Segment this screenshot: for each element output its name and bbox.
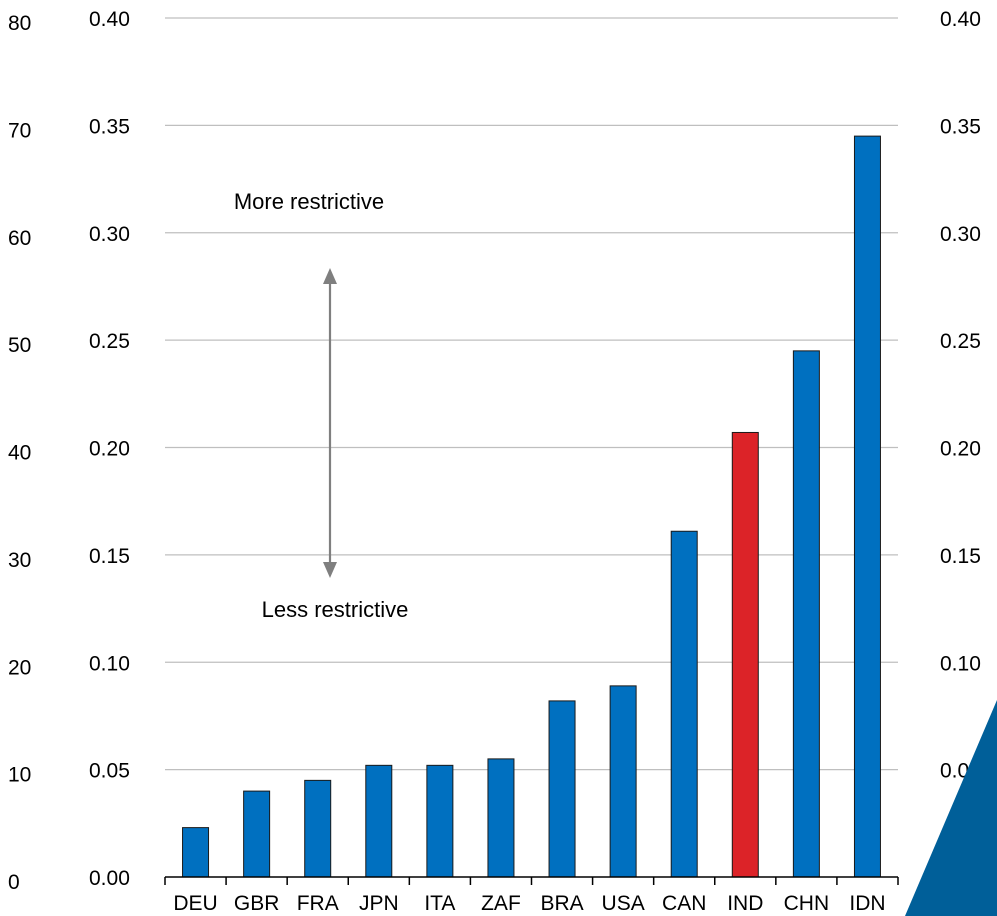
right-axis-tick-label: 0.40 — [940, 8, 981, 31]
left-axis-tick-label: 0.10 — [89, 652, 130, 675]
left-axis-tick-label: 0.25 — [89, 330, 130, 353]
bar-fra — [304, 779, 332, 878]
outer-axis-tick-label: 40 — [8, 442, 31, 465]
arrow-head-down — [323, 562, 337, 578]
x-tick-label: USA — [602, 892, 645, 915]
outer-axis-tick-label: 10 — [8, 764, 31, 787]
arrow-head-up — [323, 268, 337, 284]
left-axis-tick-label: 0.35 — [89, 115, 130, 138]
x-tick-label: FRA — [297, 892, 339, 915]
right-axis-tick-label: 0.30 — [940, 223, 981, 246]
bar-zaf — [487, 758, 515, 878]
right-axis-tick-label: 0.20 — [940, 438, 981, 461]
outer-axis-tick-label: 70 — [8, 119, 31, 142]
x-tick-label: IDN — [849, 892, 885, 915]
left-axis-tick-label: 0.00 — [89, 867, 130, 890]
outer-axis-tick-label: 0 — [8, 871, 20, 894]
bar-ind — [731, 431, 759, 878]
bar-gbr — [243, 790, 271, 878]
left-axis-tick-label: 0.40 — [89, 8, 130, 31]
left-axis-tick-label: 0.05 — [89, 760, 130, 783]
x-tick-label: DEU — [173, 892, 217, 915]
bar-deu — [182, 827, 210, 878]
restrictiveness-arrow — [323, 268, 337, 578]
x-tick-label: BRA — [540, 892, 583, 915]
bar-jpn — [365, 764, 393, 878]
x-tick-label: JPN — [359, 892, 399, 915]
outer-axis-tick-label: 50 — [8, 334, 31, 357]
x-tick-label: CAN — [662, 892, 706, 915]
gridlines — [165, 17, 898, 771]
left-axis-tick-label: 0.15 — [89, 545, 130, 568]
x-tick-label: GBR — [234, 892, 280, 915]
right-axis-tick-label: 0.35 — [940, 115, 981, 138]
bars — [182, 135, 881, 878]
x-tick-label: IND — [727, 892, 763, 915]
x-tick-label: ITA — [424, 892, 455, 915]
bar-idn — [853, 135, 881, 878]
right-axis-tick-label: 0.15 — [940, 545, 981, 568]
annotation-more-restrictive: More restrictive — [234, 189, 384, 214]
x-tick-labels: DEU GBR FRA JPN ITA ZAF BRA USA CAN IND CHN IDN — [173, 892, 885, 915]
left-axis-tick-label: 0.30 — [89, 223, 130, 246]
right-axis-tick-label: 0.25 — [940, 330, 981, 353]
right-axis-tick-label: 0.10 — [940, 652, 981, 675]
outer-axis-tick-label: 20 — [8, 656, 31, 679]
bar-chn — [792, 350, 820, 878]
outer-axis-ticks: 0 10 20 30 40 50 60 70 80 — [8, 12, 31, 894]
corner-decoration — [905, 700, 997, 916]
left-axis-ticks: 0.00 0.05 0.10 0.15 0.20 0.25 0.30 0.35 0.40 — [89, 8, 130, 890]
x-tick-label: ZAF — [481, 892, 521, 915]
bar-ita — [426, 764, 454, 878]
bar-usa — [609, 685, 637, 878]
outer-axis-tick-label: 30 — [8, 549, 31, 572]
outer-axis-tick-label: 80 — [8, 12, 31, 35]
bar-bra — [548, 700, 576, 878]
x-axis — [164, 876, 899, 885]
left-axis-tick-label: 0.20 — [89, 438, 130, 461]
annotation-less-restrictive: Less restrictive — [262, 597, 409, 622]
outer-axis-tick-label: 60 — [8, 227, 31, 250]
bar-can — [670, 530, 698, 878]
x-tick-label: CHN — [784, 892, 830, 915]
